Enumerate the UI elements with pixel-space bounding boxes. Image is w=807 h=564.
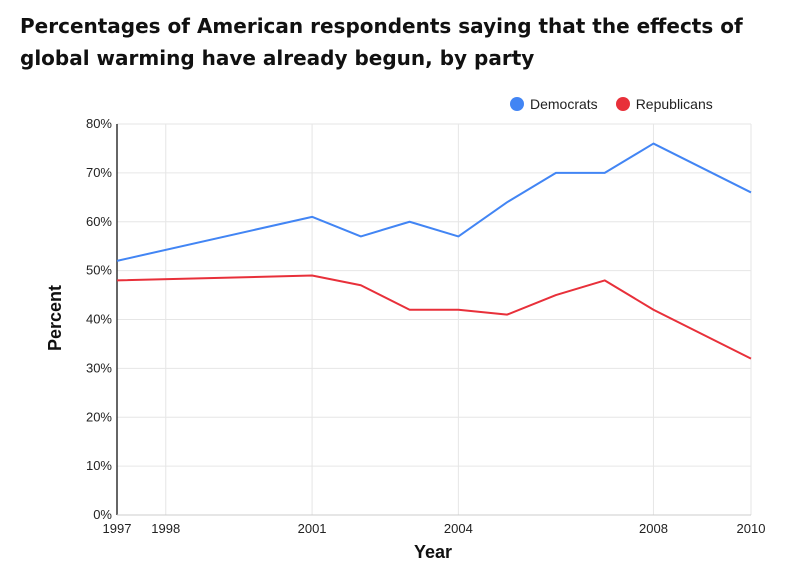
y-tick-label: 40% — [86, 312, 112, 327]
legend: Democrats Republicans — [510, 96, 731, 112]
x-tick-label: 2010 — [737, 521, 766, 536]
legend-label-republicans: Republicans — [635, 96, 713, 112]
x-tick-label: 1997 — [103, 521, 132, 536]
x-tick-label: 2008 — [639, 521, 668, 536]
y-tick-label: 60% — [86, 214, 112, 229]
chart-title: Percentages of American respondents sayi… — [20, 14, 743, 70]
legend-item-republicans[interactable]: Republicans — [615, 96, 713, 112]
y-tick-label: 80% — [86, 116, 112, 131]
legend-label-democrats: Democrats — [530, 96, 598, 112]
x-tick-label: 2001 — [298, 521, 327, 536]
axes — [116, 124, 751, 516]
y-tick-label: 50% — [86, 263, 112, 278]
democrats-swatch-icon — [510, 97, 524, 111]
series-line-democrats — [116, 142, 752, 262]
legend-item-democrats[interactable]: Democrats — [510, 96, 598, 112]
y-tick-label: 20% — [86, 409, 112, 424]
y-tick-label: 0% — [93, 507, 112, 522]
x-axis-title: Year — [414, 542, 452, 562]
x-tick-label: 1998 — [151, 521, 180, 536]
series-line-republicans — [116, 274, 752, 360]
y-tick-label: 70% — [86, 165, 112, 180]
series-lines — [116, 142, 752, 360]
grid — [117, 123, 752, 515]
tick-labels: 0% 10% 20% 30% 40% 50% 60% 70% 80% 1997 1998 2001 20… — [86, 116, 765, 536]
republicans-swatch-icon — [615, 97, 630, 111]
x-tick-label: 2004 — [444, 521, 473, 536]
y-axis-title: Percent — [45, 285, 65, 351]
y-tick-label: 10% — [86, 458, 112, 473]
y-tick-label: 30% — [86, 360, 112, 375]
